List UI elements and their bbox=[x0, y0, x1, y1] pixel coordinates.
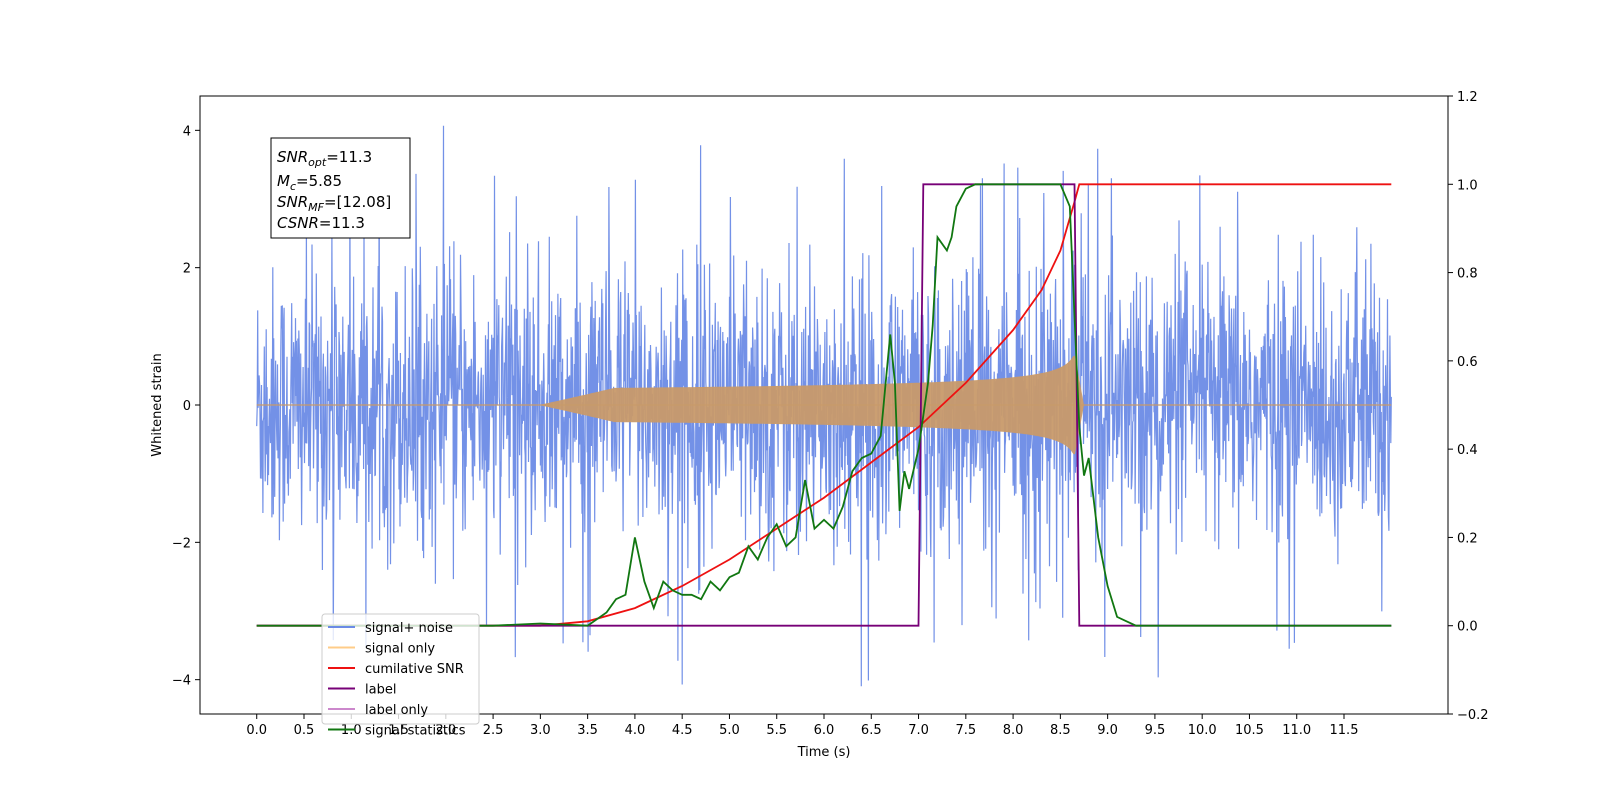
annotation-line-csnr: CSNR=11.3 bbox=[277, 214, 365, 232]
legend-label: signal+ noise bbox=[365, 621, 453, 636]
x-axis: 0.00.51.01.52.02.53.03.54.04.55.05.56.06… bbox=[246, 714, 1358, 738]
x-tick-label: 8.5 bbox=[1050, 723, 1071, 738]
x-tick-label: 7.5 bbox=[955, 723, 976, 738]
y-right-tick-label: 0.0 bbox=[1457, 620, 1478, 635]
x-tick-label: 1.5 bbox=[388, 723, 409, 738]
x-tick-label: 9.0 bbox=[1097, 723, 1118, 738]
y-right-tick-label: 0.8 bbox=[1457, 267, 1478, 282]
legend-label: label bbox=[365, 683, 396, 698]
x-tick-label: 7.0 bbox=[908, 723, 929, 738]
annotation-line-snr-mf: SNRMF=[12.08] bbox=[277, 193, 391, 214]
x-tick-label: 11.5 bbox=[1330, 723, 1359, 738]
y-axis-left: 4 2 0 −2 −4 bbox=[172, 124, 200, 689]
y-tick-label: 4 bbox=[183, 124, 191, 139]
x-tick-label: 3.0 bbox=[530, 723, 551, 738]
y-tick-label: −4 bbox=[172, 674, 191, 689]
x-tick-label: 4.0 bbox=[625, 723, 646, 738]
x-tick-label: 10.5 bbox=[1235, 723, 1264, 738]
legend-label: cumilative SNR bbox=[365, 662, 464, 677]
y-axis-right: 1.2 1.0 0.8 0.6 0.4 0.2 0.0 −0.2 bbox=[1448, 90, 1489, 723]
x-tick-label: 2.0 bbox=[435, 723, 456, 738]
x-tick-label: 0.0 bbox=[246, 723, 267, 738]
legend-label: signal only bbox=[365, 642, 435, 657]
annotation-line-mc: Mc=5.85 bbox=[277, 172, 342, 193]
x-tick-label: 0.5 bbox=[294, 723, 315, 738]
plot-area bbox=[256, 125, 1392, 687]
x-tick-label: 2.5 bbox=[483, 723, 504, 738]
x-tick-label: 11.0 bbox=[1282, 723, 1311, 738]
x-tick-label: 3.5 bbox=[577, 723, 598, 738]
series-signal-noise bbox=[256, 125, 1392, 687]
y-tick-label: 0 bbox=[183, 399, 191, 414]
x-tick-label: 10.0 bbox=[1188, 723, 1217, 738]
y-tick-label: 2 bbox=[183, 262, 191, 277]
x-tick-label: 6.5 bbox=[861, 723, 882, 738]
x-tick-label: 6.0 bbox=[814, 723, 835, 738]
x-tick-label: 5.0 bbox=[719, 723, 740, 738]
y-right-tick-label: 0.2 bbox=[1457, 531, 1478, 546]
x-tick-label: 9.5 bbox=[1145, 723, 1166, 738]
y-right-tick-label: 1.2 bbox=[1457, 90, 1478, 105]
legend-label: label only bbox=[365, 703, 428, 718]
y-right-tick-label: 1.0 bbox=[1457, 178, 1478, 193]
x-tick-label: 8.0 bbox=[1003, 723, 1024, 738]
y-tick-label: −2 bbox=[172, 536, 191, 551]
y-right-tick-label: −0.2 bbox=[1457, 708, 1489, 723]
annotation-line-snr-opt: SNRopt=11.3 bbox=[277, 148, 372, 169]
x-axis-label: Time (s) bbox=[797, 745, 851, 760]
y-right-tick-label: 0.4 bbox=[1457, 443, 1478, 458]
y-axis-label: Whitened strain bbox=[150, 353, 165, 456]
x-tick-label: 4.5 bbox=[672, 723, 693, 738]
legend: signal+ noise signal only cumilative SNR la… bbox=[321, 613, 480, 739]
legend-label: signal statistics bbox=[365, 724, 466, 739]
annotation-box: SNRopt=11.3 Mc=5.85 SNRMF=[12.08] CSNR=1… bbox=[270, 137, 411, 239]
series-signal-statistics bbox=[256, 183, 1392, 627]
y-right-tick-label: 0.6 bbox=[1457, 355, 1478, 370]
series-signal-only bbox=[540, 355, 1084, 455]
x-tick-label: 5.5 bbox=[766, 723, 787, 738]
series-cumilative-snr bbox=[256, 183, 1392, 627]
